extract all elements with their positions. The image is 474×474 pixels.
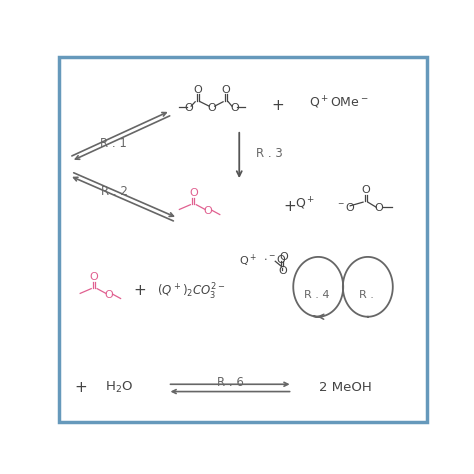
Text: Q$^+$: Q$^+$ (239, 252, 257, 269)
Text: R .: R . (358, 290, 374, 300)
Text: O: O (375, 203, 383, 213)
Text: R . 2: R . 2 (101, 185, 128, 199)
Text: O: O (193, 85, 202, 95)
Text: R . 1: R . 1 (100, 137, 127, 150)
Text: O: O (189, 188, 198, 198)
Text: +: + (272, 98, 284, 112)
Text: +: + (74, 381, 87, 395)
Text: O: O (230, 103, 239, 113)
Text: Q$^+$: Q$^+$ (295, 196, 315, 212)
Text: O: O (362, 185, 370, 195)
Text: $^-$O: $^-$O (336, 201, 356, 213)
Text: O: O (184, 103, 193, 113)
Text: +: + (134, 283, 146, 298)
Text: O: O (279, 252, 288, 262)
Text: $(Q^+)_2CO_3^{2-}$: $(Q^+)_2CO_3^{2-}$ (157, 282, 226, 302)
Text: O: O (207, 103, 216, 113)
Text: R . 3: R . 3 (256, 147, 283, 160)
Text: Q$^+$OMe$^-$: Q$^+$OMe$^-$ (309, 95, 368, 111)
Text: O: O (104, 290, 113, 300)
Text: $\cdot$$^-$O: $\cdot$$^-$O (264, 254, 287, 265)
Text: +: + (283, 199, 296, 214)
Text: O: O (204, 206, 212, 216)
Text: H$_2$O: H$_2$O (105, 380, 133, 395)
Text: O: O (221, 85, 230, 95)
Text: 2 MeOH: 2 MeOH (319, 382, 372, 394)
Text: R . 6: R . 6 (217, 376, 244, 389)
Text: O: O (90, 272, 99, 282)
Text: O: O (278, 266, 287, 276)
Text: R . 4: R . 4 (304, 290, 329, 300)
